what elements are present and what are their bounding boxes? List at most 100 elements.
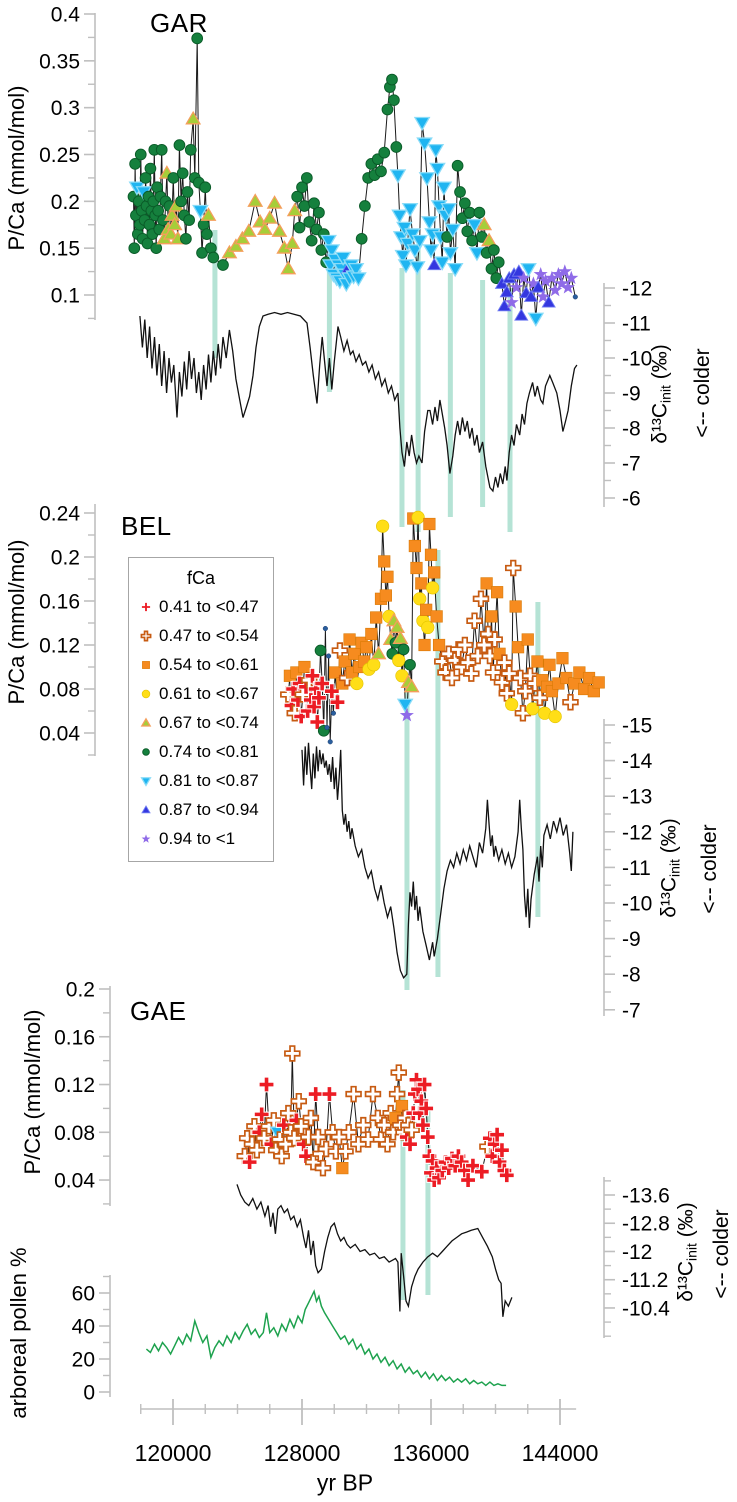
legend-entry: 0.41 to <0.47: [129, 592, 273, 621]
y-tick-label: -11.2: [622, 1269, 668, 1292]
plus-open-icon: [136, 626, 156, 646]
highlight-bar: [399, 268, 405, 527]
highlight-bar: [212, 230, 218, 358]
x-axis: 120000 128000 136000 144000: [135, 1399, 599, 1466]
legend-entry: 0.74 to <0.81: [129, 737, 273, 766]
d13c-prefix: δ¹³C: [657, 876, 681, 918]
triangle-down-icon: [136, 771, 156, 791]
y-tick-label: 0.3: [51, 97, 80, 120]
bel-colder-label: <-- colder: [698, 824, 721, 914]
gae-d13c: [236, 1184, 513, 1317]
gae-y-axis-label: P/Ca (mmol/mol): [20, 1009, 45, 1175]
y-tick-label: -9: [622, 928, 641, 951]
legend-entry-label: 0.94 to <1: [159, 828, 236, 848]
y-tick-label: 0.08: [39, 679, 80, 702]
x-tick-label: 128000: [264, 1440, 341, 1466]
d13c-sub: init: [683, 1243, 700, 1261]
gae-pollen: [145, 1289, 507, 1387]
x-tick-label: 144000: [522, 1440, 599, 1466]
y-tick-label: 0.16: [54, 1026, 95, 1049]
y-tick-label: -8: [622, 964, 641, 987]
y-tick-label: -10: [622, 348, 652, 371]
star-icon: [136, 829, 156, 849]
y-tick-label: -11: [622, 857, 651, 880]
gar-d13c: [139, 311, 578, 493]
y-tick-label: -11: [622, 313, 651, 336]
pollen-y-axis-label: arboreal pollen %: [6, 1247, 31, 1419]
d13c-sub: init: [657, 385, 674, 403]
bel-d13c-axis-label: δ¹³Cinit (‰): [658, 818, 683, 918]
d13c-prefix: δ¹³C: [648, 402, 672, 444]
y-tick-label: -12: [622, 278, 652, 301]
y-tick-label: 0.4: [51, 4, 81, 27]
highlight-bar: [404, 685, 410, 990]
y-tick-label: 0.2: [51, 191, 80, 214]
panel-title-gar: GAR: [150, 8, 208, 38]
gar-d13c-curve: [139, 311, 578, 493]
legend-entry: 0.87 to <0.94: [129, 795, 273, 824]
y-tick-label: 0.16: [39, 591, 80, 614]
d13c-unit: (‰): [674, 1202, 698, 1244]
legend-entry: 0.94 to <1: [129, 824, 273, 853]
y-tick-label: 40: [72, 1316, 95, 1339]
gae-d13c-axis-label: δ¹³Cinit (‰): [675, 1202, 700, 1302]
legend-entry-label: 0.41 to <0.47: [159, 596, 259, 616]
y-tick-label: 0.35: [39, 50, 80, 73]
legend-title: fCa: [186, 568, 215, 588]
highlight-bar: [435, 550, 441, 977]
y-tick-label: 0.04: [39, 723, 80, 746]
legend-entry: 0.67 to <0.74: [129, 708, 273, 737]
highlight-bar: [415, 248, 421, 532]
y-tick-label: -13: [622, 786, 652, 809]
circle-small-icon: [136, 742, 156, 762]
y-tick-label: 60: [72, 1283, 95, 1306]
plus-solid-icon: [136, 597, 156, 617]
bel-pca: [280, 510, 605, 745]
y-tick-label: 0.08: [54, 1122, 95, 1145]
y-tick-label: 0.24: [39, 503, 80, 526]
bel-d13c: [301, 742, 574, 979]
bel-y-axis-label: P/Ca (mmol/mol): [4, 539, 29, 705]
y-tick-label: -10.4: [622, 1297, 670, 1320]
y-tick-label: -7: [622, 453, 641, 476]
x-axis-label: yr BP: [316, 1469, 374, 1496]
square-icon: [136, 655, 156, 675]
highlight-bar: [326, 262, 332, 392]
legend-entry: 0.61 to <0.67: [129, 679, 273, 708]
highlight-bar: [447, 273, 453, 517]
legend-entry: 0.54 to <0.61: [129, 650, 273, 679]
panel-title-gae: GAE: [130, 996, 187, 1026]
gar-d13c-axis-label: δ¹³Cinit (‰): [649, 344, 674, 444]
legend-entry-label: 0.61 to <0.67: [159, 683, 259, 703]
gar-colder-label: <-- colder: [691, 348, 714, 438]
y-tick-label: -13.6: [622, 1185, 670, 1208]
circle-icon: [136, 684, 156, 704]
y-tick-label: -10: [622, 893, 652, 916]
highlight-bar: [400, 1090, 406, 1300]
y-tick-label: 0.2: [66, 979, 95, 1002]
y-tick-label: -12.8: [622, 1213, 670, 1236]
y-tick-label: 0.1: [51, 285, 80, 308]
highlight-bar: [425, 1107, 431, 1295]
y-tick-label: -14: [622, 750, 653, 773]
y-tick-label: 0: [83, 1382, 95, 1405]
legend-entry: 0.81 to <0.87: [129, 766, 273, 795]
highlight-bars: [212, 230, 541, 1300]
y-tick-label: -6: [622, 488, 641, 511]
x-tick-label: 136000: [393, 1440, 470, 1466]
triangle-up-icon: [136, 800, 156, 820]
y-tick-label: 0.12: [54, 1074, 95, 1097]
gae-d13c-curve: [236, 1184, 513, 1317]
y-tick-label: -12: [622, 1241, 652, 1264]
legend-entry-label: 0.67 to <0.74: [159, 712, 259, 732]
y-tick-label: 0.15: [39, 238, 80, 261]
axes: 0.4 0.35 0.3 0.25 0.2 0.15 0.1 0.24 0.2 0.16 0.12 0…: [39, 4, 670, 1405]
y-tick-label: 0.04: [54, 1170, 95, 1193]
gae-colder-label: <-- colder: [710, 1209, 733, 1299]
y-tick-label: 0.2: [51, 547, 80, 570]
gae-pca: [236, 1045, 515, 1188]
y-tick-label: 20: [72, 1349, 95, 1372]
legend-entry: 0.47 to <0.54: [129, 621, 273, 650]
highlight-bar: [480, 280, 486, 507]
